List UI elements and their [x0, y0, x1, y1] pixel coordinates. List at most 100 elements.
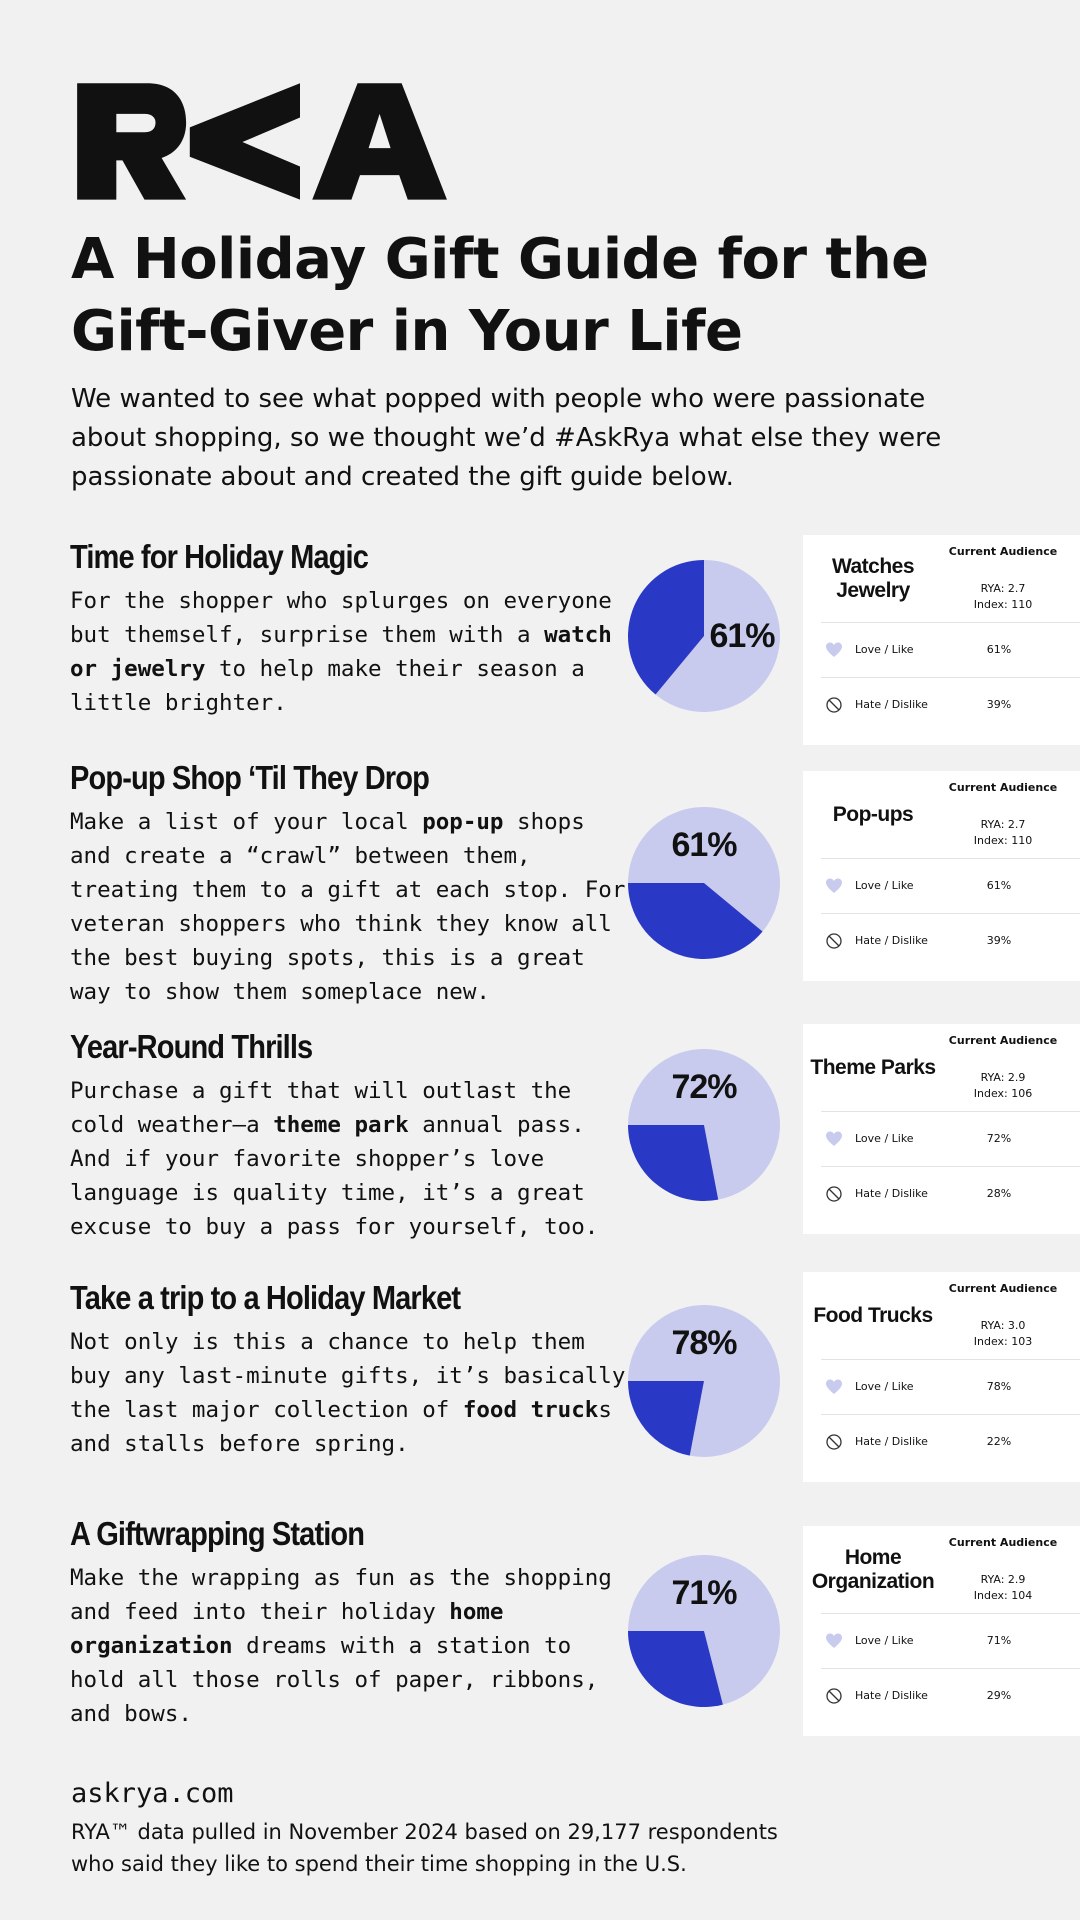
- pie-chart: 61%: [628, 807, 780, 959]
- row-value: 61%: [986, 879, 1012, 892]
- heart-icon: [826, 878, 842, 893]
- index-score: Index: 103: [973, 1335, 1033, 1348]
- heart: [826, 878, 842, 893]
- card-header: Current Audience: [948, 545, 1058, 558]
- rya-score: RYA: 3.0: [980, 1319, 1026, 1332]
- bold-text: watch or jewelry: [70, 622, 612, 682]
- pie-label: 72%: [671, 1068, 737, 1106]
- pie-chart: 71%: [628, 1555, 780, 1707]
- card-header: Current Audience: [948, 1282, 1058, 1295]
- pie-slice: [628, 1631, 723, 1707]
- row-label: Hate / Dislike: [855, 1187, 928, 1200]
- index-score: Index: 106: [973, 1087, 1033, 1100]
- bold-text: theme park: [273, 1112, 409, 1138]
- text: Not only is this a chance to help them b…: [70, 1329, 626, 1423]
- divider: [821, 1414, 1080, 1415]
- audience-card: Theme Parks Current Audience RYA: 2.9 Index…: [803, 1024, 1080, 1234]
- heart: [826, 1379, 842, 1394]
- divider: [821, 1111, 1080, 1112]
- audience-card: Food Trucks Current Audience RYA: 3.0 Index…: [803, 1272, 1080, 1482]
- text: s and stalls before spring.: [70, 1397, 612, 1457]
- pie-slice: [628, 807, 780, 932]
- text: Make a list of your local: [70, 809, 423, 835]
- footer-site: askrya.com: [71, 1778, 234, 1809]
- audience-card: Pop-ups Current Audience RYA: 2.7 Index: 11…: [803, 771, 1080, 981]
- row-value: 22%: [986, 1435, 1012, 1448]
- audience-card: Watches Jewelry Current Audience RYA: 2.7 I…: [803, 535, 1080, 745]
- text: dreams with a station to hold all those …: [70, 1633, 599, 1727]
- card-header: Current Audience: [948, 781, 1058, 794]
- row-value: 39%: [986, 934, 1012, 947]
- pie-label: 61%: [671, 826, 737, 864]
- heart-icon: [826, 1633, 842, 1648]
- bold-text: food truck: [462, 1397, 599, 1423]
- row-value: 72%: [986, 1132, 1012, 1145]
- ban-slash: [828, 699, 840, 711]
- row-label: Hate / Dislike: [855, 1689, 928, 1702]
- divider: [821, 1166, 1080, 1167]
- card-header: Current Audience: [948, 1536, 1058, 1549]
- ban-icon: [826, 1434, 842, 1450]
- row-label: Love / Like: [855, 1634, 914, 1647]
- audience-card: Home Organization Current Audience RYA: 2.…: [803, 1526, 1080, 1736]
- card-name: Watches Jewelry: [831, 555, 915, 602]
- ban-circle: [826, 1434, 842, 1450]
- row-label: Love / Like: [855, 1132, 914, 1145]
- divider: [821, 622, 1080, 623]
- ban-circle: [826, 697, 842, 713]
- pie-slice: [628, 1125, 719, 1201]
- text: Make the wrapping as fun as the shopping…: [70, 1565, 612, 1625]
- row-value: 71%: [986, 1634, 1012, 1647]
- section-title: Year-Round Thrills: [70, 1028, 313, 1065]
- row-label: Love / Like: [855, 643, 914, 656]
- pie-label: 61%: [709, 617, 775, 655]
- row-value: 78%: [986, 1380, 1012, 1393]
- section-title: Take a trip to a Holiday Market: [70, 1279, 461, 1316]
- heart-icon: [826, 1379, 842, 1394]
- text: annual pass. And if your favorite shoppe…: [70, 1112, 599, 1240]
- heart: [826, 1131, 842, 1146]
- heart: [826, 1633, 842, 1648]
- ban-icon: [826, 1186, 842, 1202]
- card-name: Theme Parks: [810, 1056, 936, 1079]
- pie-slice: [628, 1381, 704, 1456]
- row-label: Hate / Dislike: [855, 1435, 928, 1448]
- rya-score: RYA: 2.9: [980, 1071, 1026, 1084]
- ban-slash: [828, 1436, 840, 1448]
- heart-icon: [826, 1131, 842, 1146]
- row-value: 28%: [986, 1187, 1012, 1200]
- row-value: 29%: [986, 1689, 1012, 1702]
- row-label: Hate / Dislike: [855, 934, 928, 947]
- text: Purchase a gift that will outlast the co…: [70, 1078, 572, 1138]
- pie-label: 71%: [671, 1574, 737, 1612]
- divider: [821, 1668, 1080, 1669]
- divider: [821, 677, 1080, 678]
- divider: [821, 858, 1080, 859]
- card-name: Home Organization: [811, 1546, 935, 1593]
- divider: [821, 913, 1080, 914]
- row-label: Love / Like: [855, 1380, 914, 1393]
- section-body: Purchase a gift that will outlast the co…: [70, 1074, 630, 1244]
- rya-score: RYA: 2.7: [980, 818, 1026, 831]
- pie-slice: [628, 1555, 780, 1705]
- text: to help make their season a little brigh…: [70, 656, 585, 716]
- logo: [77, 83, 447, 200]
- divider: [821, 1613, 1080, 1614]
- pie-slice: [628, 1049, 780, 1200]
- pie-slice: [628, 560, 704, 695]
- heart: [826, 642, 842, 657]
- intro: We wanted to see what popped with people…: [71, 384, 942, 492]
- text: For the shopper who splurges on everyone…: [70, 588, 612, 648]
- pie-slice: [655, 560, 780, 712]
- page-title: A Holiday Gift Guide for the Gift-Giver …: [71, 227, 929, 364]
- ban-icon: [826, 1688, 842, 1704]
- section-title: Time for Holiday Magic: [70, 538, 369, 575]
- rya-score: RYA: 2.9: [980, 1573, 1026, 1586]
- ban-slash: [828, 1188, 840, 1200]
- ban-slash: [828, 1690, 840, 1702]
- bold-text: pop-up: [422, 809, 504, 835]
- rya-score: RYA: 2.7: [980, 582, 1026, 595]
- pie-label: 78%: [671, 1324, 737, 1362]
- ban-circle: [826, 1688, 842, 1704]
